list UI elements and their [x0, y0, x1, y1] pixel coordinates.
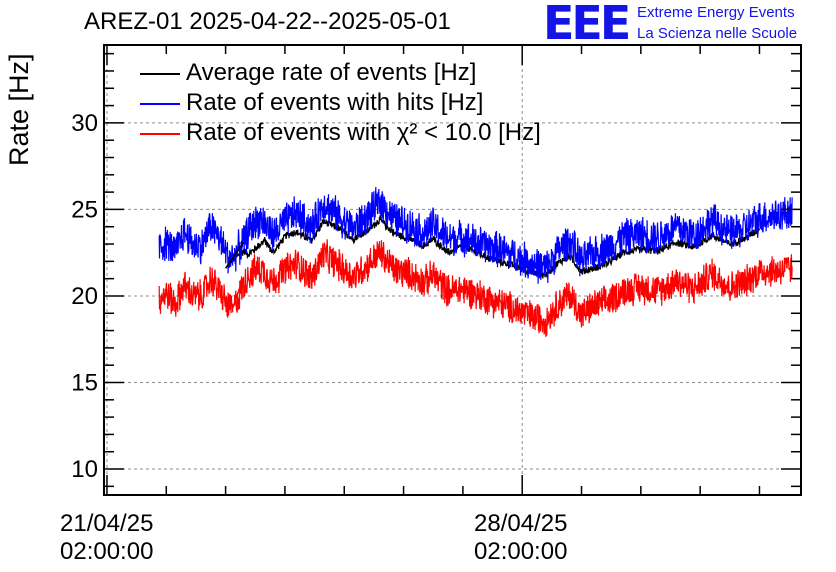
- y-axis-label: Rate [Hz]: [4, 53, 34, 166]
- series-hits-line-segment-1: [158, 212, 234, 274]
- y-tick-label: 20: [71, 283, 98, 310]
- legend-line-average: [140, 73, 180, 75]
- y-tick-label: 25: [71, 196, 98, 223]
- y-tick-label: 10: [71, 456, 98, 483]
- x-tick-date-2: 28/04/25: [474, 510, 568, 537]
- tick-layer: [104, 45, 801, 495]
- y-tick-label: 15: [71, 370, 98, 397]
- x-tick-date-1: 21/04/25: [60, 510, 154, 537]
- x-tick-time-2: 02:00:00: [474, 538, 568, 565]
- x-tick-label-1: 21/04/25 02:00:00: [60, 510, 153, 566]
- legend-label-hits: Rate of events with hits [Hz]: [186, 89, 484, 116]
- legend-line-hits: [140, 103, 180, 105]
- series-chi2-line-gap-connector: [232, 285, 242, 309]
- x-tick-time-1: 02:00:00: [60, 538, 154, 565]
- logo-subtitle-1: Extreme Energy Events: [637, 4, 795, 21]
- chart-title: AREZ-01 2025-04-22--2025-05-01: [84, 8, 451, 35]
- eee-logo: EEE: [543, 0, 631, 50]
- series-hits-line-gap-connector: [232, 241, 242, 257]
- legend-label-average: Average rate of events [Hz]: [186, 59, 477, 86]
- x-tick-label-2: 28/04/25 02:00:00: [474, 510, 567, 566]
- series-chi2-line-segment-2: [233, 239, 793, 337]
- legend-label-chi2: Rate of events with χ² < 10.0 [Hz]: [186, 119, 541, 146]
- series-hits-line-segment-2: [233, 186, 793, 284]
- series-chi2-line-segment-1: [158, 266, 234, 318]
- y-tick-label: 30: [71, 110, 98, 137]
- plot-frame: [103, 44, 802, 496]
- logo-subtitle-2: La Scienza nelle Scuole: [637, 25, 798, 42]
- y-tick-labels: 10 15 20 25 30: [71, 110, 98, 483]
- series-layer: [158, 186, 793, 337]
- legend-line-chi2: [140, 133, 180, 135]
- series-average-gap-connector: [224, 241, 245, 269]
